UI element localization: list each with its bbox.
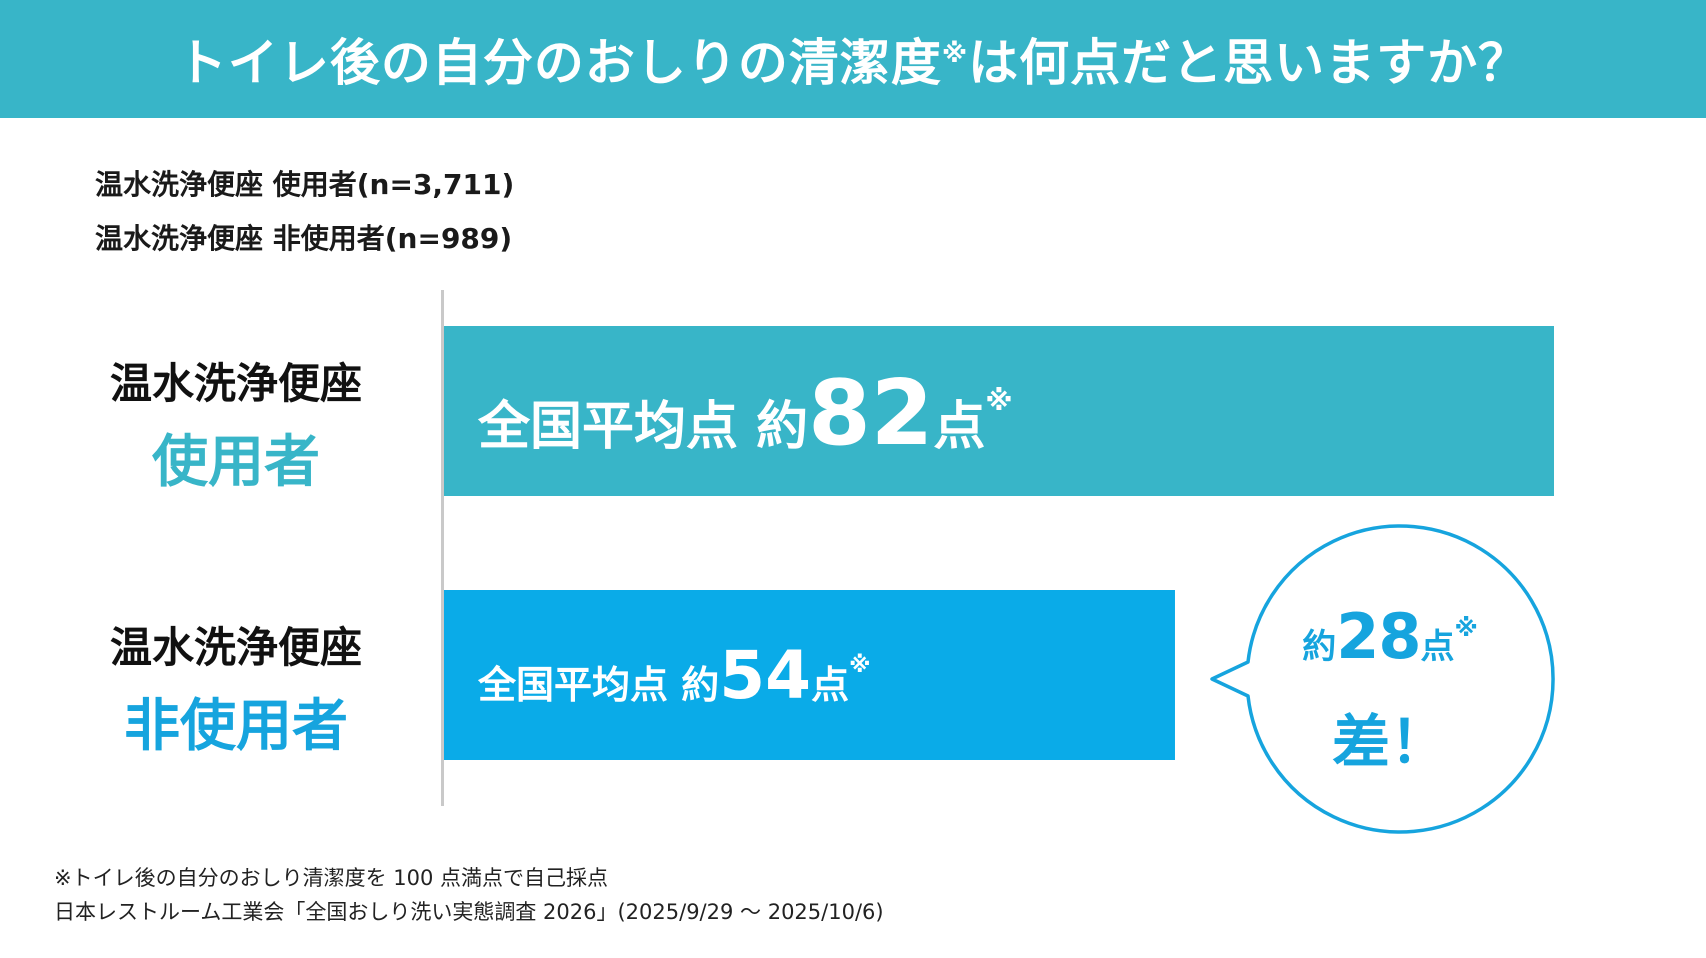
difference-prefix: 約 (1302, 627, 1337, 667)
category-label-line2: 使用者 (152, 430, 320, 495)
sample-size-non-users: 温水洗浄便座 非使用者(n=989) (95, 222, 513, 255)
category-label-line1: 温水洗浄便座 (109, 359, 362, 408)
category-label-users: 温水洗浄便座 使用者 (86, 350, 386, 498)
difference-caption: 差！ (1331, 708, 1448, 776)
bar-value-label: 全国平均点 約82点※ (477, 361, 1013, 466)
sample-size-users: 温水洗浄便座 使用者(n=3,711) (95, 168, 515, 201)
footnote-source: 日本レストルーム工業会「全国おしり洗い実態調査 2026」(2025/9/29 … (54, 900, 884, 924)
bar-value-label: 全国平均点 約54点※ (477, 637, 871, 714)
difference-value: 28 (1336, 600, 1421, 673)
footnote-method: ※トイレ後の自分のおしり清潔度を 100 点満点で自己採点 (54, 866, 609, 890)
category-label-non-users: 温水洗浄便座 非使用者 (86, 614, 386, 762)
category-label-line2: 非使用者 (124, 694, 348, 759)
category-axis-line (441, 290, 444, 806)
title-main: トイレ後の自分のおしりの清潔度 (176, 34, 942, 92)
title-banner: トイレ後の自分のおしりの清潔度※は何点だと思いますか？ (0, 0, 1706, 118)
title-note-mark: ※ (941, 39, 969, 69)
difference-note-mark: ※ (1454, 614, 1478, 642)
page-title: トイレ後の自分のおしりの清潔度※は何点だと思いますか？ (177, 23, 1529, 95)
difference-suffix: 点 (1420, 627, 1455, 667)
difference-annotation: 約28点※ (1240, 600, 1540, 673)
speech-bubble (1210, 524, 1555, 834)
bar-non-users (444, 590, 1175, 760)
bar-users (444, 326, 1554, 496)
category-label-line1: 温水洗浄便座 (109, 623, 362, 672)
title-question: は何点だと思いますか？ (968, 34, 1530, 92)
